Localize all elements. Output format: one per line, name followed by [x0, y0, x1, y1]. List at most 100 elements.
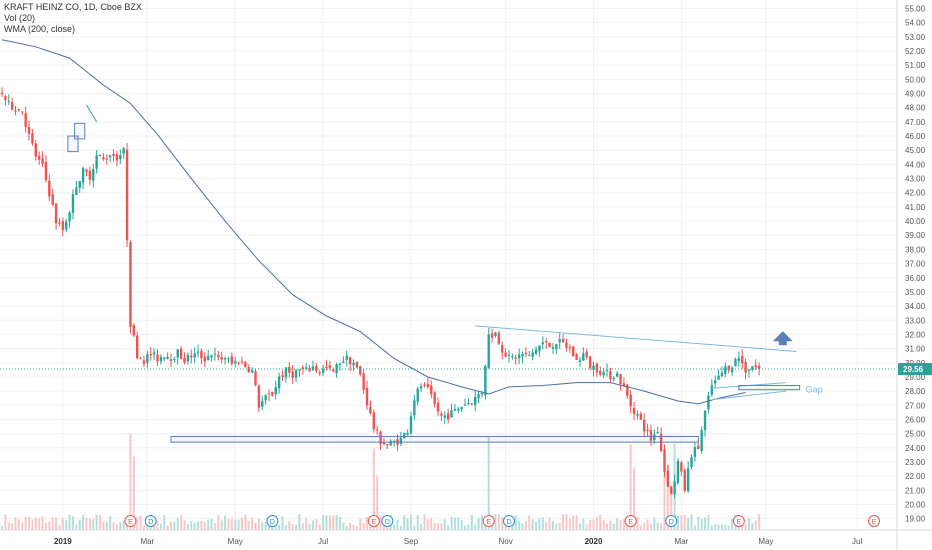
marker-circle: [124, 515, 137, 527]
marker-circle: [624, 515, 637, 527]
dividend-marker[interactable]: D: [665, 515, 678, 527]
volume-bar: [565, 514, 568, 530]
volume-bar: [102, 521, 105, 530]
candle-body: [250, 370, 254, 373]
volume-bar: [643, 522, 646, 530]
marker-label: D: [669, 519, 674, 526]
candle: [129, 240, 132, 334]
candle: [294, 368, 298, 383]
dividend-marker[interactable]: D: [144, 515, 157, 527]
candle-body: [720, 373, 724, 377]
earnings-marker[interactable]: E: [482, 515, 495, 527]
candle: [632, 401, 636, 421]
candle-body: [656, 432, 659, 434]
y-axis: 55.00 54.00 53.00 52.00 51.00 50.00 49.00 48.00…: [905, 5, 926, 524]
candle-body: [639, 413, 643, 420]
marker-label: E: [371, 519, 376, 526]
candle-body: [747, 369, 751, 371]
candle-body: [186, 354, 190, 362]
volume-bar: [159, 523, 162, 530]
candle-body: [595, 363, 599, 373]
dividend-marker[interactable]: D: [381, 515, 394, 527]
y-tick-label: 24.00: [905, 444, 926, 453]
volume-bar: [420, 523, 423, 530]
candle-body: [517, 354, 521, 359]
candle-body: [636, 414, 639, 416]
candle-body: [494, 332, 497, 336]
candle-body: [524, 352, 528, 355]
volume-bar: [146, 522, 149, 530]
candle-body: [227, 358, 230, 360]
candle-body: [599, 370, 602, 375]
volume-indicator-label[interactable]: Vol (20): [4, 13, 36, 23]
volume-bar: [58, 525, 61, 530]
candle-body: [301, 367, 305, 370]
volume-bar: [75, 524, 78, 530]
earnings-marker[interactable]: E: [624, 515, 637, 527]
volume-bar: [325, 515, 328, 530]
candle: [264, 394, 267, 405]
earnings-marker[interactable]: E: [124, 515, 137, 527]
symbol-title[interactable]: KRAFT HEINZ CO, 1D, Cboe BZX: [4, 2, 142, 12]
volume-bar: [119, 522, 122, 530]
volume-bar: [126, 522, 129, 530]
earnings-marker[interactable]: E: [868, 515, 881, 527]
marker-circle: [482, 515, 495, 527]
candle: [744, 358, 747, 380]
y-tick-label: 38.00: [905, 245, 926, 254]
dividend-marker[interactable]: D: [503, 515, 515, 527]
volume-bar: [382, 523, 385, 530]
volume-bar: [105, 521, 108, 530]
volume-bar: [166, 525, 169, 530]
volume-bar: [132, 456, 135, 530]
candle: [585, 348, 588, 360]
candle-body: [470, 403, 474, 405]
y-tick-label: 23.00: [905, 458, 926, 467]
candle: [754, 359, 757, 370]
candle: [250, 366, 254, 374]
marker-circle: [266, 515, 279, 527]
trend-line: [711, 390, 787, 401]
earnings-marker[interactable]: E: [367, 515, 380, 527]
candle: [741, 349, 744, 370]
candle: [555, 343, 558, 355]
earnings-marker[interactable]: E: [732, 515, 745, 527]
volume-bar: [450, 516, 453, 530]
candle-body: [277, 376, 281, 389]
candle-body: [568, 347, 572, 349]
candle: [670, 485, 673, 495]
volume-bar: [609, 520, 612, 530]
candle-body: [585, 351, 588, 358]
dividend-marker[interactable]: D: [266, 515, 279, 527]
volume-bar: [305, 518, 308, 530]
volume-bar: [460, 520, 463, 530]
candle-body: [311, 366, 315, 371]
candle-body: [237, 362, 240, 364]
grid-lines: [0, 0, 897, 530]
candle-body: [548, 342, 551, 347]
gap-label: Gap: [806, 385, 823, 395]
volume-bar: [197, 521, 200, 530]
candle: [524, 347, 528, 358]
marker-label: E: [486, 519, 491, 526]
volume-bar: [612, 524, 615, 530]
volume-bar: [426, 519, 429, 530]
candle: [565, 338, 568, 352]
candle-body: [754, 365, 757, 368]
candle: [14, 105, 17, 116]
volume-bar: [308, 524, 311, 530]
volume-bar: [582, 518, 585, 530]
price-tag-value: 29.56: [903, 365, 924, 374]
volume-bar: [237, 519, 240, 530]
candle-body: [288, 366, 291, 373]
wma-indicator-label[interactable]: WMA (200, close): [4, 24, 76, 34]
candle-body: [558, 338, 561, 343]
volume-bar: [572, 515, 575, 530]
volume-bar: [163, 515, 166, 530]
candle: [619, 373, 622, 391]
y-tick-label: 55.00: [905, 5, 926, 14]
candle: [436, 397, 440, 417]
volume-bar: [14, 517, 17, 530]
candle-body: [389, 440, 392, 446]
